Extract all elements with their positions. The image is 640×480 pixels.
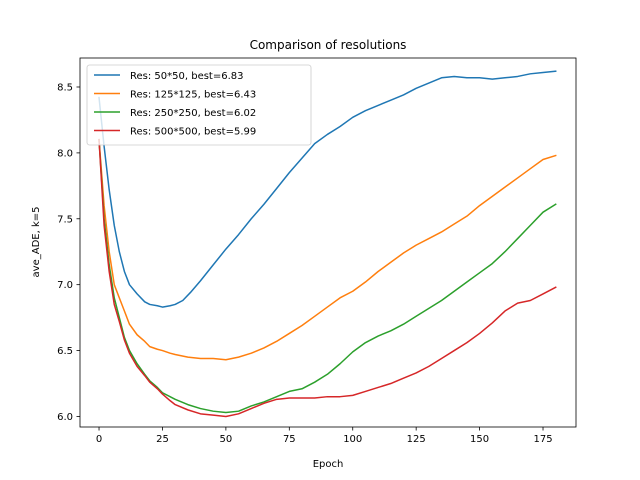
x-tick-label: 75 xyxy=(283,434,296,445)
series-line-4 xyxy=(98,138,557,418)
series-line-2 xyxy=(98,138,557,361)
y-axis-label: ave_ADE, k=5 xyxy=(31,207,42,278)
legend-label-4: Res: 500*500, best=5.99 xyxy=(130,127,256,138)
legend-label-1: Res: 50*50, best=6.83 xyxy=(130,71,244,82)
y-tick-label: 8.5 xyxy=(57,82,73,93)
x-tick-label: 100 xyxy=(343,434,362,445)
x-tick-label: 0 xyxy=(96,434,102,445)
chart-title: Comparison of resolutions xyxy=(250,38,407,52)
x-axis-label: Epoch xyxy=(313,459,344,470)
axes-frame xyxy=(79,57,577,428)
y-tick-label: 6.5 xyxy=(57,346,73,357)
legend-label-2: Res: 125*125, best=6.43 xyxy=(130,90,256,101)
x-tick-label: 25 xyxy=(156,434,169,445)
x-tick-label: 175 xyxy=(533,434,552,445)
y-tick-label: 7.0 xyxy=(57,280,73,291)
legend-label-3: Res: 250*250, best=6.02 xyxy=(130,108,256,119)
legend: Res: 50*50, best=6.83 Res: 125*125, best=… xyxy=(86,64,312,146)
plot-area: 0 25 50 75 100 125 150 175 6.0 6.5 7.0 7.5 8.0 8.5 Res… xyxy=(57,57,577,445)
series-line-3 xyxy=(98,138,557,414)
y-tick-label: 7.5 xyxy=(57,214,73,225)
legend-box xyxy=(86,64,312,146)
x-tick-label: 150 xyxy=(470,434,489,445)
y-tick-label: 8.0 xyxy=(57,148,73,159)
series-line-1 xyxy=(98,70,557,308)
x-tick-label: 125 xyxy=(407,434,426,445)
x-tick-label: 50 xyxy=(220,434,233,445)
y-tick-label: 6.0 xyxy=(57,412,73,423)
